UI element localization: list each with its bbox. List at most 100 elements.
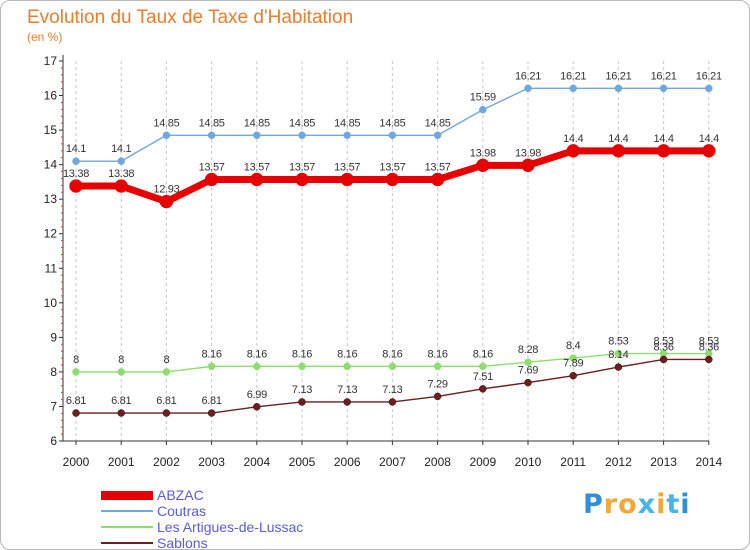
point-coutras-2004 <box>253 131 261 140</box>
y-tick-label-14: 14 <box>44 158 58 172</box>
point-abzac-2012 <box>611 144 626 158</box>
point-sablons-2002 <box>162 409 171 417</box>
point-sablons-2001 <box>117 409 125 417</box>
point-coutras-2006 <box>343 131 351 140</box>
x-tick-label-2001: 2001 <box>108 455 135 469</box>
point-coutras-2003 <box>207 131 216 140</box>
point-sablons-2013 <box>659 355 668 364</box>
data-label-coutras-2011: 16.21 <box>560 70 586 82</box>
point-coutras-2009 <box>479 105 487 114</box>
data-label-abzac-2005: 13.57 <box>289 161 315 173</box>
proxiti-logo: Proxiti <box>583 489 691 520</box>
x-tick-label-2004: 2004 <box>243 455 270 469</box>
point-coutras-2001 <box>117 157 125 165</box>
y-tick-label-9: 9 <box>50 330 57 344</box>
point-coutras-2010 <box>524 84 532 93</box>
data-label-sablons-2005: 7.13 <box>292 384 312 396</box>
point-les-artigues-de-lussac-2008 <box>433 362 442 371</box>
data-label-coutras-2014: 16.21 <box>696 70 722 82</box>
data-label-sablons-2014: 8.36 <box>699 341 719 353</box>
data-label-abzac-2007: 13.57 <box>379 161 405 173</box>
point-les-artigues-de-lussac-2005 <box>298 362 306 371</box>
y-tick-label-15: 15 <box>44 123 58 137</box>
data-label-abzac-2006: 13.57 <box>334 161 360 173</box>
legend-item-les-artigues-de-lussac: Les Artigues-de-Lussac <box>101 519 303 535</box>
legend-item-coutras: Coutras <box>101 503 303 519</box>
point-coutras-2005 <box>298 131 306 140</box>
y-tick-label-10: 10 <box>44 296 58 310</box>
point-abzac-2014 <box>702 144 716 158</box>
data-label-les-artigues-de-lussac-2014: 8.53 <box>699 336 719 348</box>
point-coutras-2007 <box>388 131 397 140</box>
point-abzac-2000 <box>69 179 83 193</box>
point-abzac-2013 <box>656 144 671 158</box>
y-tick-label-17: 17 <box>44 54 58 68</box>
legend-item-sablons: Sablons <box>101 535 303 549</box>
y-tick-label-6: 6 <box>50 434 57 448</box>
x-tick-label-2013: 2013 <box>650 455 677 469</box>
data-label-sablons-2012: 8.14 <box>608 349 628 361</box>
data-label-sablons-2011: 7.89 <box>563 358 583 370</box>
data-label-les-artigues-de-lussac-2012: 8.53 <box>608 336 628 348</box>
data-label-les-artigues-de-lussac-2013: 8.53 <box>653 336 673 348</box>
point-abzac-2007 <box>385 172 400 187</box>
point-sablons-2014 <box>705 355 713 364</box>
x-tick-label-2006: 2006 <box>334 455 361 469</box>
legend: ABZAC Coutras Les Artigues-de-Lussac Sablon… <box>101 487 303 549</box>
data-label-sablons-2004: 6.99 <box>247 389 267 401</box>
legend-swatch-sablons <box>101 542 153 544</box>
data-label-sablons-2001: 6.81 <box>111 395 131 407</box>
data-label-coutras-2008: 14.85 <box>425 117 451 129</box>
data-label-les-artigues-de-lussac-2004: 8.16 <box>247 348 267 360</box>
data-label-coutras-2006: 14.85 <box>334 117 360 129</box>
data-label-coutras-2004: 14.85 <box>244 117 270 129</box>
point-sablons-2010 <box>524 378 532 387</box>
point-coutras-2008 <box>433 131 442 140</box>
x-tick-label-2012: 2012 <box>605 455 632 469</box>
logo-letter: t <box>666 489 681 520</box>
point-sablons-2012 <box>614 363 623 371</box>
y-tick-label-7: 7 <box>50 399 57 413</box>
x-tick-label-2002: 2002 <box>153 455 180 469</box>
data-label-sablons-2003: 6.81 <box>201 395 221 407</box>
point-coutras-2012 <box>614 84 623 93</box>
data-label-abzac-2009: 13.98 <box>470 147 496 159</box>
data-label-les-artigues-de-lussac-2009: 8.16 <box>473 348 493 360</box>
data-label-abzac-2012: 14.4 <box>608 133 628 145</box>
data-label-sablons-2009: 7.51 <box>473 371 493 383</box>
data-label-abzac-2011: 14.4 <box>563 133 583 145</box>
data-label-coutras-2005: 14.85 <box>289 117 315 129</box>
data-label-les-artigues-de-lussac-2010: 8.28 <box>518 344 538 356</box>
point-les-artigues-de-lussac-2002 <box>162 368 171 376</box>
logo-letter: i <box>680 489 691 520</box>
logo-letter: i <box>656 489 667 520</box>
data-label-coutras-2010: 16.21 <box>515 70 541 82</box>
point-sablons-2008 <box>433 392 442 401</box>
data-label-les-artigues-de-lussac-2003: 8.16 <box>201 348 221 360</box>
point-sablons-2011 <box>569 371 577 380</box>
data-label-sablons-2006: 7.13 <box>337 384 357 396</box>
point-sablons-2003 <box>207 409 216 417</box>
x-tick-label-2010: 2010 <box>515 455 542 469</box>
point-les-artigues-de-lussac-2010 <box>524 358 532 366</box>
logo-letter: o <box>618 489 638 520</box>
legend-item-abzac: ABZAC <box>101 487 303 503</box>
point-sablons-2004 <box>253 403 261 411</box>
data-label-les-artigues-de-lussac-2011: 8.4 <box>566 340 581 352</box>
data-label-les-artigues-de-lussac-2001: 8 <box>118 354 124 366</box>
point-les-artigues-de-lussac-2003 <box>207 362 216 371</box>
point-les-artigues-de-lussac-2000 <box>72 368 80 376</box>
point-coutras-2000 <box>72 157 80 165</box>
logo-letter: P <box>583 489 604 520</box>
point-abzac-2010 <box>521 158 535 173</box>
data-label-sablons-2013: 8.36 <box>653 341 673 353</box>
data-label-les-artigues-de-lussac-2005: 8.16 <box>292 348 312 360</box>
y-tick-label-11: 11 <box>45 261 58 275</box>
logo-letter: r <box>603 489 619 520</box>
x-tick-label-2007: 2007 <box>379 455 406 469</box>
point-les-artigues-de-lussac-2009 <box>479 362 487 371</box>
y-tick-label-13: 13 <box>44 192 58 206</box>
point-sablons-2005 <box>298 398 306 406</box>
data-label-abzac-2008: 13.57 <box>425 161 451 173</box>
